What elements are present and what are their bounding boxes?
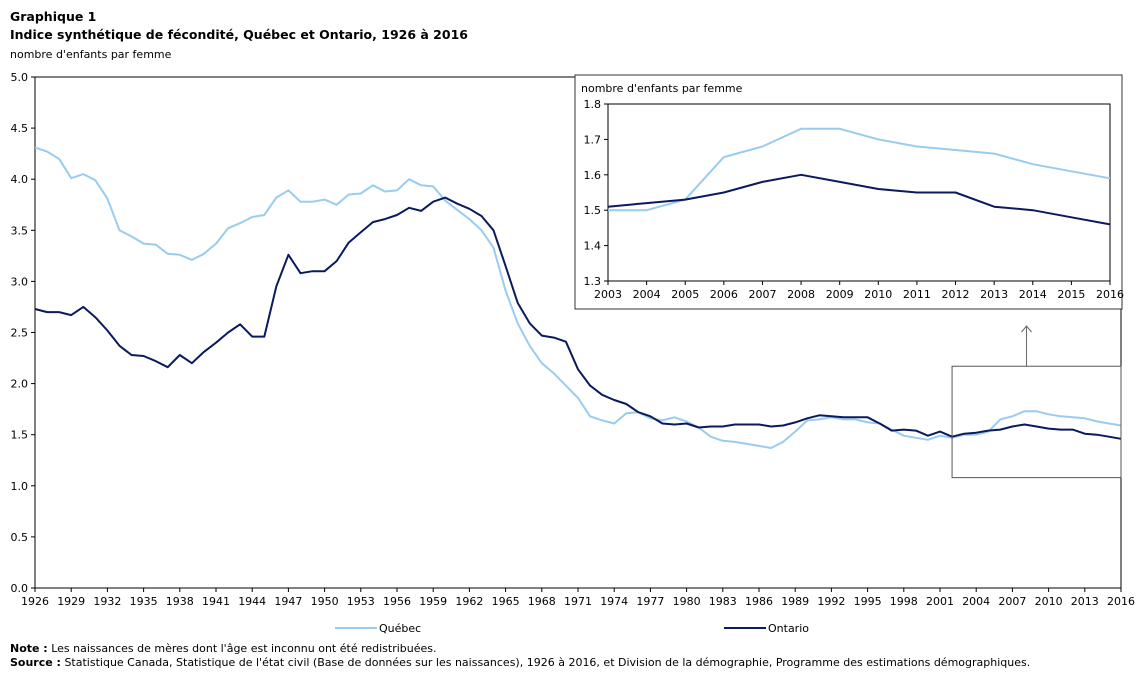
main-xtick-label: 1932 bbox=[93, 595, 121, 608]
main-xtick-label: 1950 bbox=[311, 595, 339, 608]
inset-series-ontario bbox=[607, 173, 1111, 226]
legend-label-ontario: Ontario bbox=[768, 622, 809, 635]
inset-plot-frame bbox=[607, 103, 1111, 282]
legend-label-qubec: Québec bbox=[379, 622, 421, 635]
main-xtick-label: 2010 bbox=[1035, 595, 1063, 608]
main-xtick-label: 1977 bbox=[636, 595, 664, 608]
main-xtick-label: 1983 bbox=[709, 595, 737, 608]
main-xtick-label: 1947 bbox=[274, 595, 302, 608]
inset-xtick-label: 2014 bbox=[1019, 288, 1047, 301]
source: Source : Statistique Canada, Statistique… bbox=[10, 656, 1030, 669]
main-ytick-label: 3.5 bbox=[11, 224, 29, 237]
inset-series-qubec bbox=[608, 127, 1111, 212]
zoom-indicator bbox=[951, 325, 1122, 479]
inset-ytick-label: 1.4 bbox=[584, 240, 602, 253]
inset-xtick-label: 2008 bbox=[787, 288, 815, 301]
inset-xtick-label: 2005 bbox=[671, 288, 699, 301]
inset-xtick-label: 2003 bbox=[594, 288, 622, 301]
chart-title: Indice synthétique de fécondité, Québec … bbox=[10, 27, 468, 42]
main-ytick-label: 3.0 bbox=[11, 275, 29, 288]
main-ytick-label: 1.0 bbox=[11, 480, 29, 493]
main-xtick-label: 1968 bbox=[528, 595, 556, 608]
note-text: Les naissances de mères dont l'âge est i… bbox=[47, 642, 437, 655]
main-xtick-label: 2007 bbox=[998, 595, 1026, 608]
main-xtick-label: 1986 bbox=[745, 595, 773, 608]
main-xtick-label: 2004 bbox=[962, 595, 990, 608]
main-xtick-label: 1959 bbox=[419, 595, 447, 608]
main-xtick-label: 1995 bbox=[854, 595, 882, 608]
legend: Québec Ontario bbox=[335, 622, 809, 635]
main-xtick-label: 1935 bbox=[130, 595, 158, 608]
note: Note : Les naissances de mères dont l'âg… bbox=[10, 642, 437, 655]
zoom-arrow-head bbox=[1021, 325, 1032, 333]
main-ytick-label: 0.5 bbox=[11, 531, 29, 544]
source-label: Source : bbox=[10, 656, 61, 669]
main-xtick-label: 1944 bbox=[238, 595, 266, 608]
inset-xtick-label: 2004 bbox=[633, 288, 661, 301]
inset-chart: nombre d'enfants par femme 1.3 1.4 1.5 1.6 1.… bbox=[574, 74, 1124, 310]
inset-xtick-label: 2012 bbox=[942, 288, 970, 301]
inset-xtick-label: 2011 bbox=[903, 288, 931, 301]
main-xtick-label: 1962 bbox=[455, 595, 483, 608]
main-xtick-label: 1989 bbox=[781, 595, 809, 608]
main-xtick-label: 1953 bbox=[347, 595, 375, 608]
inset-xtick-label: 2006 bbox=[710, 288, 738, 301]
inset-ytick-label: 1.6 bbox=[584, 169, 602, 182]
inset-ytick-label: 1.5 bbox=[584, 204, 602, 217]
main-xtick-label: 1938 bbox=[166, 595, 194, 608]
inset-ytick-label: 1.3 bbox=[584, 275, 602, 288]
inset-xtick-label: 2009 bbox=[826, 288, 854, 301]
main-series-ontario bbox=[34, 196, 1122, 440]
main-plot: 0.0 0.5 1.0 1.5 2.0 2.5 3.0 3.5 4.0 4.5 5.0 1926 192… bbox=[11, 71, 1136, 608]
zoom-box bbox=[951, 365, 1122, 479]
main-xtick-label: 1929 bbox=[57, 595, 85, 608]
inset-xtick-label: 2007 bbox=[748, 288, 776, 301]
inset-xtick-label: 2015 bbox=[1057, 288, 1085, 301]
chart-label: Graphique 1 bbox=[10, 9, 97, 24]
main-ytick-label: 4.5 bbox=[11, 122, 29, 135]
main-series-qubec bbox=[34, 146, 1122, 449]
y-axis-unit: nombre d'enfants par femme bbox=[10, 48, 172, 61]
inset-ytick-label: 1.7 bbox=[584, 133, 602, 146]
main-xtick-label: 2016 bbox=[1107, 595, 1135, 608]
main-xtick-label: 1998 bbox=[890, 595, 918, 608]
main-ytick-label: 2.5 bbox=[11, 327, 29, 340]
main-xtick-label: 1992 bbox=[817, 595, 845, 608]
main-ytick-label: 4.0 bbox=[11, 173, 29, 186]
main-ytick-label: 1.5 bbox=[11, 429, 29, 442]
main-ytick-label: 2.0 bbox=[11, 378, 29, 391]
main-ytick-label: 5.0 bbox=[11, 71, 29, 84]
note-label: Note : bbox=[10, 642, 48, 655]
inset-y-unit: nombre d'enfants par femme bbox=[581, 82, 743, 95]
main-xtick-label: 1965 bbox=[492, 595, 520, 608]
main-xtick-label: 1974 bbox=[600, 595, 628, 608]
main-xtick-label: 1956 bbox=[383, 595, 411, 608]
inset-xtick-label: 2016 bbox=[1096, 288, 1124, 301]
inset-frame bbox=[574, 74, 1123, 310]
inset-xtick-label: 2013 bbox=[980, 288, 1008, 301]
main-xtick-label: 1980 bbox=[673, 595, 701, 608]
main-xtick-label: 1971 bbox=[564, 595, 592, 608]
main-xtick-label: 2001 bbox=[926, 595, 954, 608]
inset-ytick-label: 1.8 bbox=[584, 98, 602, 111]
main-xtick-label: 1941 bbox=[202, 595, 230, 608]
main-ytick-label: 0.0 bbox=[11, 582, 29, 595]
main-xtick-label: 2013 bbox=[1071, 595, 1099, 608]
main-xtick-label: 1926 bbox=[21, 595, 49, 608]
inset-xtick-label: 2010 bbox=[864, 288, 892, 301]
source-text: Statistique Canada, Statistique de l'éta… bbox=[60, 656, 1031, 669]
